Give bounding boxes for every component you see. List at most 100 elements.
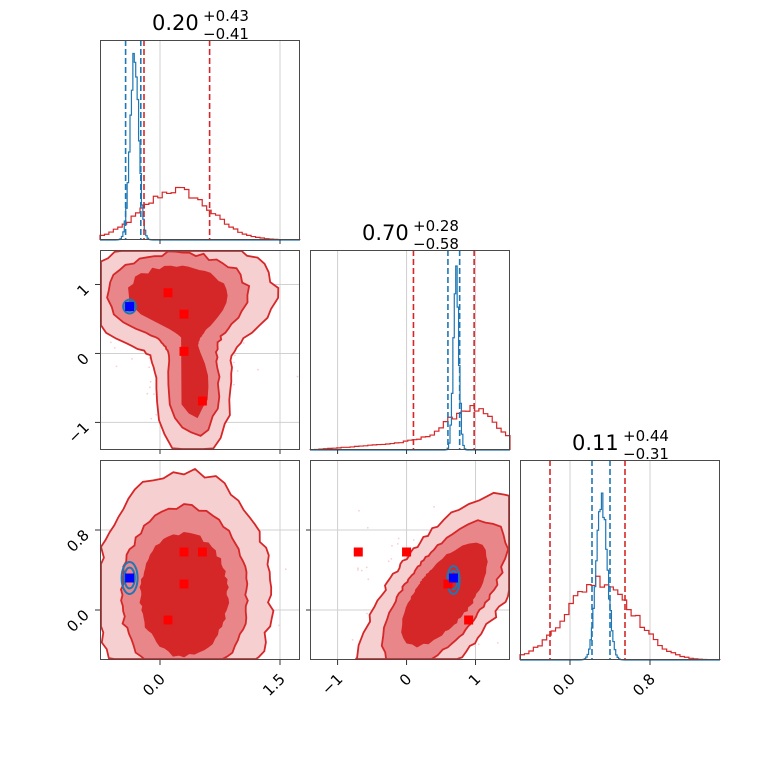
sample-point [358,509,360,512]
sample-point [390,558,393,560]
sample-point [110,341,112,344]
sample-point [396,543,399,545]
red-marker [443,579,453,589]
blue-density-contour-1 [120,561,139,595]
grid [569,460,651,660]
title-lower-error: −0.31 [623,445,669,463]
sample-point [351,639,354,641]
axes-frame [100,250,300,450]
grid [159,40,281,240]
sample-point [155,413,158,416]
x-tick-label: 0.0 [549,670,579,700]
red-marker [179,309,189,319]
title-lower-error: −0.41 [203,25,249,43]
red-histogram [309,404,511,451]
pair-panel-2-1 [100,250,300,450]
axes-frame [100,460,300,660]
red-marker [464,615,474,625]
red-density-contour-3 [401,542,488,648]
sample-point [387,560,390,563]
axes-frame [520,460,720,660]
red-marker [163,288,173,298]
sample-point [150,417,153,420]
sample-point [477,643,480,646]
sample-point [412,539,415,541]
title-lower-error: −0.58 [413,235,459,253]
sample-point [367,578,370,581]
sample-point [113,347,116,349]
sample-point [357,569,359,571]
sample-point [360,569,363,572]
sample-point [115,365,118,368]
y-tick-label: −1 [64,419,92,447]
sample-point [366,526,369,529]
diagonal-panel-1 [99,40,301,241]
x-tick-label: 0 [396,670,415,689]
pair-panel-3-2 [310,460,510,660]
panel-background [310,250,510,450]
red-histogram [99,186,301,241]
panel-title-1: 0.20 [152,11,199,35]
sample-point [496,642,499,644]
sample-point [149,386,151,389]
panel-background [520,460,720,660]
sample-point [233,361,235,364]
panel-title-2: 0.70 [362,221,409,245]
axes-frame [100,40,300,240]
sample-point [278,624,280,627]
y-tick-label: 0 [73,350,92,369]
grid [337,250,477,450]
sample-point [236,370,239,372]
red-marker [197,547,207,557]
red-marker [163,615,173,625]
title-upper-error: +0.28 [413,217,459,235]
x-tick-label: 0.8 [629,670,659,700]
red-density-contour-3 [128,265,228,419]
sample-point [397,537,400,540]
sample-point [284,568,287,571]
red-density-contour-3 [139,531,230,658]
x-tick-label: 1 [465,670,484,689]
red-marker [353,547,363,557]
axes-frame [310,250,510,450]
sample-point [234,354,236,357]
red-marker [179,579,189,589]
sample-point [296,375,299,378]
diagonal-panel-2 [309,250,511,451]
diagonal-panel-3 [519,460,721,661]
title-upper-error: +0.44 [623,427,669,445]
sample-point [131,358,133,360]
sample-point [391,544,393,547]
y-tick-label: 0.8 [63,526,93,556]
red-marker [179,346,189,356]
title-upper-error: +0.43 [203,7,249,25]
x-tick-label: 0.0 [139,670,169,700]
axes-frame [310,460,510,660]
sample-point [474,645,477,648]
sample-point [433,505,435,508]
sample-point [366,612,368,615]
sample-point [148,366,151,369]
panel-title-3: 0.11 [572,431,619,455]
red-marker [402,547,412,557]
sample-point [233,383,235,386]
sample-point [153,393,155,395]
blue-density-contour-1 [122,298,138,315]
pair-panel-3-1 [100,460,300,660]
blue-marker [125,573,135,583]
red-marker [197,396,207,406]
sample-point [257,368,259,371]
y-tick-label: 1 [73,281,92,300]
red-histogram [519,575,721,661]
sample-point [242,342,245,344]
sample-point [365,566,368,569]
sample-point [357,567,359,570]
red-marker [179,547,189,557]
x-tick-label: −1 [318,670,346,698]
x-tick-label: 1.5 [259,670,289,700]
blue-marker [125,302,135,312]
sample-point [149,380,152,383]
blue-density-contour-2 [123,566,136,590]
blue-marker [448,573,458,583]
